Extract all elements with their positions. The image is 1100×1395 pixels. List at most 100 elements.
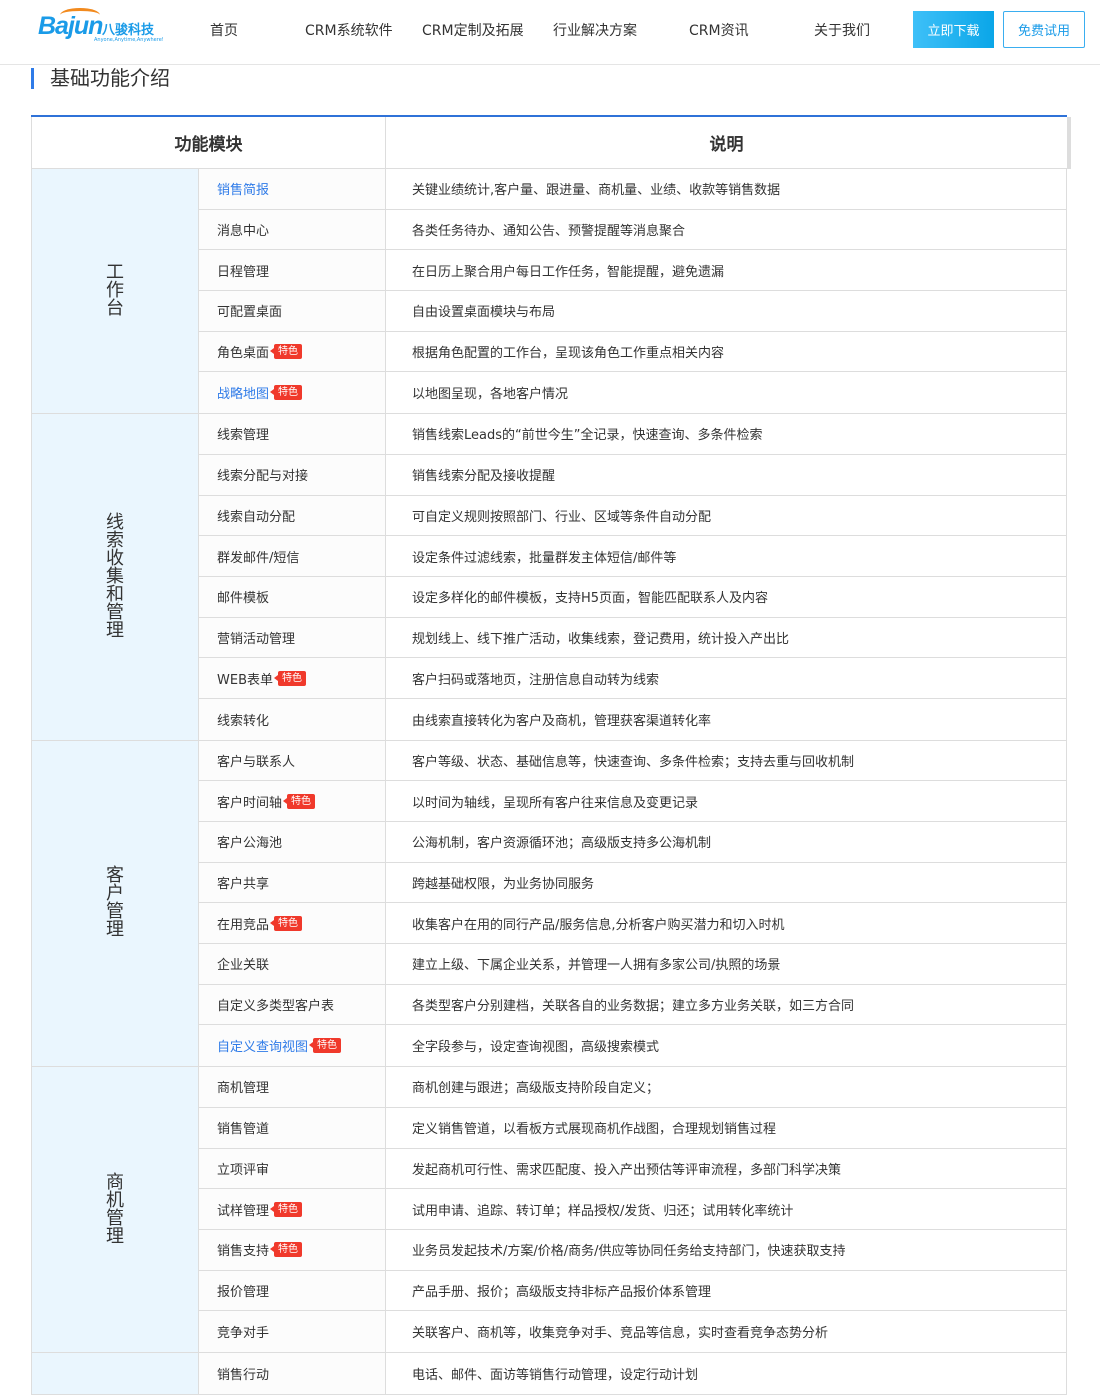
feature-description: 由线索直接转化为客户及商机，管理获客渠道转化率 [386, 698, 1066, 740]
table-row: 群发邮件/短信 设定条件过滤线索，批量群发主体短信/邮件等 [199, 536, 1066, 577]
feature-name-cell[interactable]: 战略地图 特色 [199, 372, 386, 414]
table-row: 线索转化 由线索直接转化为客户及商机，管理获客渠道转化率 [199, 698, 1066, 740]
group-label: 线索收集和管理 [106, 511, 124, 641]
table-header: 功能模块 说明 [31, 117, 1067, 169]
feature-name-cell[interactable]: 自定义查询视图 特色 [199, 1025, 386, 1067]
feature-group: 工作台 销售简报 关键业绩统计,客户量、跟进量、商机量、业绩、收款等销售数据 消息中心… [31, 169, 1067, 415]
feature-description: 自由设置桌面模块与布局 [386, 291, 1066, 331]
group-rows: 销售简报 关键业绩统计,客户量、跟进量、商机量、业绩、收款等销售数据 消息中心 各类任… [199, 169, 1066, 414]
feature-name: 商机管理 [217, 1081, 270, 1097]
feature-description: 销售线索分配及接收提醒 [386, 454, 1066, 495]
feature-description: 试用申请、追踪、转订单；样品授权/发货、归还；试用转化率统计 [386, 1189, 1066, 1229]
nav-crm-custom[interactable]: CRM定制及拓展 [422, 23, 524, 39]
feature-description: 在日历上聚合用户每日工作任务，智能提醒，避免遗漏 [386, 250, 1066, 291]
feature-name: 企业关联 [217, 958, 270, 974]
header-module: 功能模块 [32, 117, 386, 168]
feature-description: 根据角色配置的工作台，呈现该角色工作重点相关内容 [386, 331, 1066, 372]
feature-name: 立项评审 [217, 1162, 270, 1178]
group-label-cell [32, 1352, 199, 1394]
nav-crm-software[interactable]: CRM系统软件 [305, 23, 393, 39]
feature-name-cell: 日程管理 [199, 250, 386, 291]
group-label-cell: 客户管理 [32, 740, 199, 1067]
feature-description: 关联客户、商机等，收集竞争对手、竞品等信息，实时查看竞争态势分析 [386, 1311, 1066, 1352]
nav-news[interactable]: CRM资讯 [689, 23, 749, 39]
feature-name[interactable]: 销售简报 [217, 183, 270, 199]
table-row: WEB表单 特色 客户扫码或落地页，注册信息自动转为线索 [199, 658, 1066, 699]
table-row: 客户时间轴 特色 以时间为轴线，呈现所有客户往来信息及变更记录 [199, 781, 1066, 822]
feature-name-cell: 商机管理 [199, 1067, 386, 1107]
group-label: 工作台 [106, 262, 124, 320]
feature-description: 销售线索Leads的“前世今生”全记录，快速查询、多条件检索 [386, 414, 1066, 454]
feature-description: 定义销售管道，以看板方式展现商机作战图，合理规划销售过程 [386, 1107, 1066, 1148]
table-row: 日程管理 在日历上聚合用户每日工作任务，智能提醒，避免遗漏 [199, 250, 1066, 292]
feature-description: 公海机制，客户资源循环池；高级版支持多公海机制 [386, 822, 1066, 862]
featured-badge: 特色 [309, 1038, 342, 1054]
feature-name-cell: 角色桌面 特色 [199, 331, 386, 372]
feature-name: 销售管道 [217, 1122, 270, 1138]
feature-name-cell: 可配置桌面 [199, 291, 386, 331]
feature-name: 报价管理 [217, 1284, 270, 1300]
feature-name: 自定义多类型客户表 [217, 999, 335, 1015]
feature-name: 邮件模板 [217, 591, 270, 607]
feature-description: 设定条件过滤线索，批量群发主体短信/邮件等 [386, 536, 1066, 576]
table-row: 销售管道 定义销售管道，以看板方式展现商机作战图，合理规划销售过程 [199, 1107, 1066, 1149]
table-row: 线索自动分配 可自定义规则按照部门、行业、区域等条件自动分配 [199, 495, 1066, 537]
free-trial-button[interactable]: 免费试用 [1003, 11, 1085, 48]
table-row: 自定义查询视图 特色 全字段参与，设定查询视图，高级搜索模式 [199, 1025, 1066, 1067]
feature-name: 线索转化 [217, 713, 270, 729]
nav-home[interactable]: 首页 [210, 23, 238, 39]
feature-description: 设定多样化的邮件模板，支持H5页面，智能匹配联系人及内容 [386, 576, 1066, 617]
feature-name-cell: 群发邮件/短信 [199, 536, 386, 576]
featured-badge: 特色 [270, 385, 303, 401]
table-row: 可配置桌面 自由设置桌面模块与布局 [199, 291, 1066, 332]
logo[interactable]: Bajun 八骏科技 Anyone,Anytime,Anywhere! [38, 8, 170, 46]
feature-name-cell: 试样管理 特色 [199, 1189, 386, 1229]
feature-name-cell[interactable]: 销售简报 [199, 169, 386, 209]
feature-name[interactable]: 战略地图 [217, 387, 270, 403]
feature-name-cell: WEB表单 特色 [199, 658, 386, 698]
table-row: 商机管理 商机创建与跟进；高级版支持阶段自定义； [199, 1067, 1066, 1108]
logo-slogan: Anyone,Anytime,Anywhere! [94, 37, 164, 43]
feature-name: 客户与联系人 [217, 754, 296, 770]
table-row: 试样管理 特色 试用申请、追踪、转订单；样品授权/发货、归还；试用转化率统计 [199, 1189, 1066, 1230]
download-button[interactable]: 立即下载 [913, 11, 994, 48]
feature-description: 规划线上、线下推广活动，收集线索，登记费用，统计投入产出比 [386, 617, 1066, 658]
feature-name-cell: 线索分配与对接 [199, 454, 386, 495]
feature-name-cell: 邮件模板 [199, 576, 386, 617]
table-row: 消息中心 各类任务待办、通知公告、预警提醒等消息聚合 [199, 209, 1066, 251]
feature-name-cell: 线索管理 [199, 414, 386, 454]
section-title: 基础功能介绍 [31, 68, 170, 89]
featured-badge: 特色 [270, 915, 303, 931]
featured-badge: 特色 [270, 344, 303, 360]
table-row: 客户公海池 公海机制，客户资源循环池；高级版支持多公海机制 [199, 822, 1066, 863]
feature-name-cell: 销售支持 特色 [199, 1229, 386, 1270]
feature-group: 销售行动 电话、邮件、面访等销售行动管理，设定行动计划 [31, 1352, 1067, 1395]
group-label-cell: 线索收集和管理 [32, 414, 199, 740]
feature-name-cell: 自定义多类型客户表 [199, 984, 386, 1025]
feature-description: 以地图呈现，各地客户情况 [386, 372, 1066, 414]
feature-description: 全字段参与，设定查询视图，高级搜索模式 [386, 1025, 1066, 1067]
featured-badge: 特色 [270, 1201, 303, 1217]
nav-about[interactable]: 关于我们 [814, 23, 870, 39]
feature-name: 客户公海池 [217, 836, 283, 852]
table-row: 企业关联 建立上级、下属企业关系，并管理一人拥有多家公司/执照的场景 [199, 944, 1066, 985]
table-row: 竞争对手 关联客户、商机等，收集竞争对手、竞品等信息，实时查看竞争态势分析 [199, 1311, 1066, 1352]
table-row: 自定义多类型客户表 各类型客户分别建档，关联各自的业务数据；建立多方业务关联，如三… [199, 984, 1066, 1026]
feature-description: 各类任务待办、通知公告、预警提醒等消息聚合 [386, 209, 1066, 250]
table-row: 线索分配与对接 销售线索分配及接收提醒 [199, 454, 1066, 496]
feature-name[interactable]: 自定义查询视图 [217, 1040, 309, 1056]
feature-name-cell: 客户公海池 [199, 822, 386, 862]
feature-name: 试样管理 [217, 1203, 270, 1219]
nav-solutions[interactable]: 行业解决方案 [553, 23, 637, 39]
table-row: 销售行动 电话、邮件、面访等销售行动管理，设定行动计划 [199, 1352, 1066, 1394]
feature-name: 竞争对手 [217, 1326, 270, 1342]
feature-name: 可配置桌面 [217, 305, 283, 321]
table-row: 线索管理 销售线索Leads的“前世今生”全记录，快速查询、多条件检索 [199, 414, 1066, 455]
feature-name-cell: 客户时间轴 特色 [199, 781, 386, 821]
feature-name-cell: 立项评审 [199, 1148, 386, 1189]
feature-description: 业务员发起技术/方案/价格/商务/供应等协同任务给支持部门，快速获取支持 [386, 1229, 1066, 1270]
feature-name-cell: 报价管理 [199, 1270, 386, 1311]
feature-name-cell: 客户共享 [199, 862, 386, 903]
feature-name-cell: 销售管道 [199, 1107, 386, 1148]
feature-name-cell: 线索转化 [199, 698, 386, 740]
